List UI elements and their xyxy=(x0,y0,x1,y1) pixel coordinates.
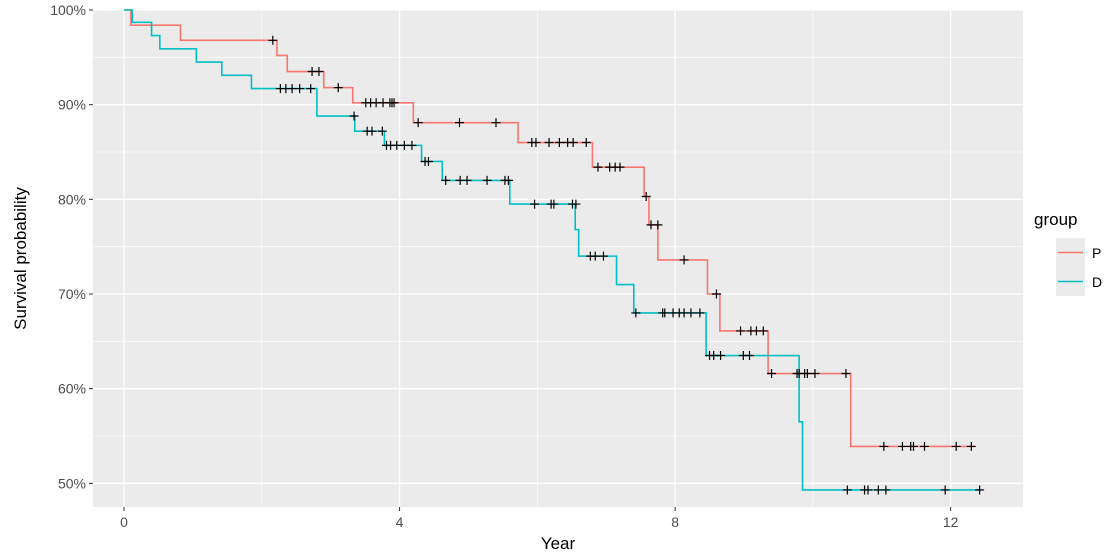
x-tick-label: 8 xyxy=(671,514,679,530)
y-axis-title: Survival probability xyxy=(11,187,30,330)
legend: group PD xyxy=(1034,210,1102,296)
legend-title: group xyxy=(1034,210,1077,229)
x-axis-title: Year xyxy=(541,534,576,553)
legend-label-p: P xyxy=(1092,245,1101,261)
y-tick-label: 90% xyxy=(58,97,86,113)
y-tick-label: 100% xyxy=(50,2,86,18)
x-tick-label: 12 xyxy=(943,514,959,530)
y-tick-label: 60% xyxy=(58,381,86,397)
y-tick-label: 50% xyxy=(58,475,86,491)
panel-background xyxy=(93,10,1023,507)
legend-label-d: D xyxy=(1092,274,1102,290)
x-tick-label: 4 xyxy=(396,514,404,530)
y-tick-label: 80% xyxy=(58,191,86,207)
x-tick-label: 0 xyxy=(120,514,128,530)
x-axis-ticks: 0 4 8 12 xyxy=(120,507,959,530)
y-axis-ticks: 50% 60% 70% 80% 90% 100% xyxy=(50,2,93,491)
y-tick-label: 70% xyxy=(58,286,86,302)
